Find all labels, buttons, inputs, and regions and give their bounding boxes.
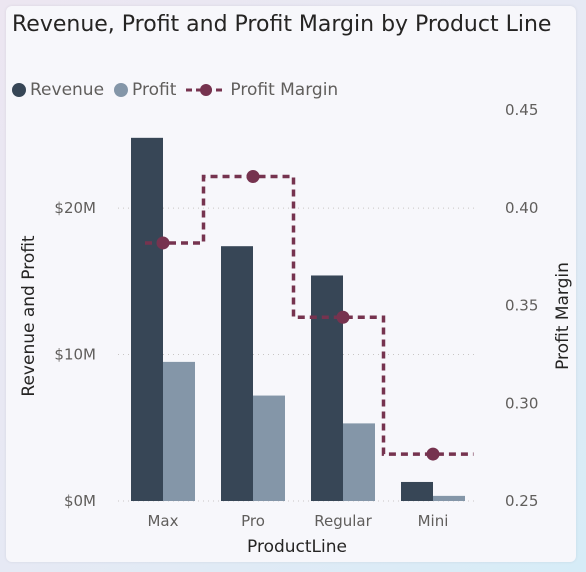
legend: Revenue Profit Profit Margin <box>12 80 348 100</box>
legend-label-revenue: Revenue <box>30 80 105 100</box>
bar-revenue-pro <box>221 246 253 501</box>
legend-label-profit-margin: Profit Margin <box>230 80 339 100</box>
y2-tick-label-0: 0.25 <box>505 492 538 510</box>
legend-item-profit[interactable]: Profit <box>114 80 176 100</box>
x-axis-ticks: Max Pro Regular Mini <box>147 512 448 530</box>
y-axis-title: Revenue and Profit <box>19 235 39 397</box>
bar-profit-pro <box>253 395 285 501</box>
legend-item-revenue[interactable]: Revenue <box>12 80 104 100</box>
profit-margin-point-max <box>156 236 170 250</box>
y2-tick-label-3: 0.40 <box>505 199 538 217</box>
legend-marker-profit <box>114 83 129 97</box>
bar-profit-regular <box>343 423 375 501</box>
bar-revenue-regular <box>311 275 343 501</box>
legend-label-profit: Profit <box>132 80 177 100</box>
profit-margin-point-pro <box>246 169 260 183</box>
y2-axis-title: Profit Margin <box>553 262 573 370</box>
y-axis-ticks: $0M $10M $20M <box>54 199 96 510</box>
bar-revenue-mini <box>401 481 433 501</box>
y2-tick-label-4: 0.45 <box>505 101 538 119</box>
chart-title: Revenue, Profit and Profit Margin by Pro… <box>12 12 552 37</box>
legend-marker-revenue <box>12 83 26 97</box>
y2-tick-label-2: 0.35 <box>505 297 538 315</box>
legend-marker-profit-margin <box>186 84 227 96</box>
x-tick-label-pro: Pro <box>241 512 265 530</box>
x-tick-label-regular: Regular <box>314 512 372 530</box>
profit-margin-point-regular <box>336 310 350 324</box>
y-tick-label-1: $10M <box>54 346 96 364</box>
profit-margin-line <box>145 169 474 461</box>
x-tick-label-max: Max <box>147 512 178 530</box>
x-tick-label-mini: Mini <box>418 512 449 530</box>
y2-tick-label-1: 0.30 <box>505 394 538 412</box>
bar-revenue-max <box>131 137 163 501</box>
profit-margin-point-mini <box>426 447 440 461</box>
legend-item-profit-margin[interactable]: Profit Margin <box>186 80 338 100</box>
bar-profit-mini <box>433 495 465 501</box>
y2-axis-ticks: 0.25 0.30 0.35 0.40 0.45 <box>505 101 538 510</box>
chart-card <box>6 6 576 562</box>
x-axis-title: ProductLine <box>247 537 347 557</box>
y-tick-label-2: $20M <box>54 199 96 217</box>
bars <box>131 137 465 501</box>
y-tick-label-0: $0M <box>64 492 96 510</box>
bar-profit-max <box>163 361 195 501</box>
